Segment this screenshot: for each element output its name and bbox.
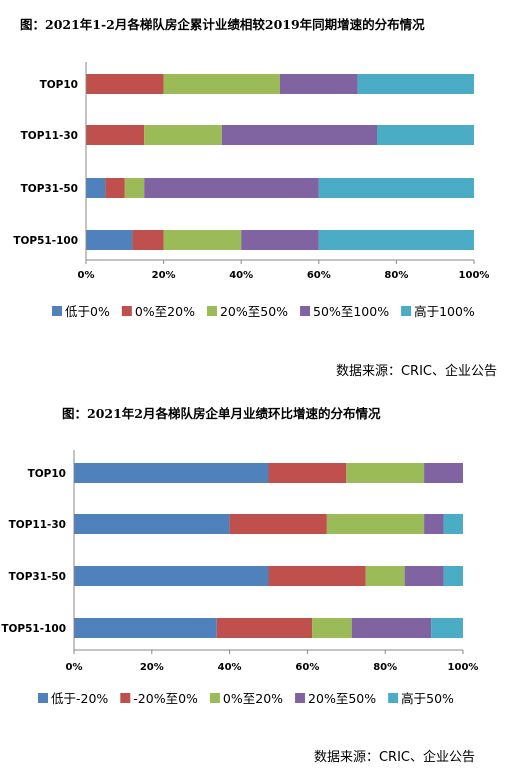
bar-segment-2-top31-50-3 bbox=[365, 566, 405, 586]
bar-segment-1-top10-2 bbox=[86, 74, 164, 94]
legend-swatch bbox=[388, 693, 399, 703]
legend-swatch bbox=[121, 306, 132, 316]
bar-segment-1-top51-100-4 bbox=[241, 230, 319, 250]
legend-label: 50%至100% bbox=[313, 304, 389, 319]
legend-label: 高于100% bbox=[414, 304, 475, 319]
category-label: TOP11-30 bbox=[9, 519, 66, 531]
bar-segment-1-top31-50-3 bbox=[124, 178, 145, 198]
bar-segment-1-top51-100-1 bbox=[86, 230, 133, 250]
legend-label: 低于0% bbox=[65, 304, 110, 319]
x-tick-label: 60% bbox=[307, 270, 331, 281]
x-tick-label: 100% bbox=[448, 662, 479, 673]
legend-label: 低于-20% bbox=[51, 691, 108, 706]
x-tick-label: 60% bbox=[295, 662, 319, 673]
bar-segment-2-top10-1 bbox=[74, 463, 269, 483]
chart-1: TOP10 TOP11-30 TOP31-50 TOP51-100 0% 20% 40% 60… bbox=[13, 62, 490, 319]
bar-segment-2-top10-2 bbox=[268, 463, 347, 483]
bar-segment-2-top51-100-5 bbox=[431, 618, 463, 638]
bar-segment-1-top51-100-5 bbox=[318, 230, 474, 250]
bar-segment-2-top51-100-1 bbox=[74, 618, 217, 638]
legend-label: 0%至20% bbox=[135, 304, 195, 319]
chart-1-title: 图：2021年1-2月各梯队房企累计业绩相较2019年同期增速的分布情况 bbox=[20, 17, 425, 32]
bar-segment-2-top51-100-2 bbox=[216, 618, 313, 638]
x-tick-label: 100% bbox=[459, 270, 490, 281]
legend-label: 高于50% bbox=[401, 691, 454, 706]
bar-segment-2-top51-100-4 bbox=[351, 618, 432, 638]
bar-segment-2-top11-30-5 bbox=[443, 514, 463, 534]
chart-2-source: 数据来源：CRIC、企业公告 bbox=[313, 750, 475, 765]
bar-segment-2-top11-30-2 bbox=[229, 514, 327, 534]
x-tick-label: 40% bbox=[229, 270, 253, 281]
bar-segment-1-top31-50-4 bbox=[144, 178, 319, 198]
legend-label: 0%至20% bbox=[223, 691, 283, 706]
legend-label: 20%至50% bbox=[308, 691, 376, 706]
bar-segment-2-top31-50-5 bbox=[443, 566, 463, 586]
chart-2-title: 图：2021年2月各梯队房企单月业绩环比增速的分布情况 bbox=[62, 406, 381, 421]
bar-segment-1-top11-30-5 bbox=[377, 125, 474, 145]
legend-label: -20%至0% bbox=[133, 691, 198, 706]
bar-segment-2-top31-50-4 bbox=[404, 566, 444, 586]
chart-2: TOP10 TOP11-30 TOP31-50 TOP51-100 0% 20% 40% 60… bbox=[1, 450, 479, 706]
bar-segment-1-top11-30-2 bbox=[86, 125, 145, 145]
bar-segment-1-top11-30-4 bbox=[221, 125, 377, 145]
bar-segment-1-top10-3 bbox=[163, 74, 280, 94]
chart-1-source: 数据来源：CRIC、企业公告 bbox=[335, 364, 497, 379]
legend-swatch bbox=[38, 693, 48, 703]
bar-segment-2-top31-50-2 bbox=[268, 566, 366, 586]
bar-segment-1-top10-4 bbox=[280, 74, 358, 94]
bar-segment-1-top11-30-3 bbox=[144, 125, 222, 145]
bar-segment-2-top31-50-1 bbox=[74, 566, 269, 586]
bar-segment-2-top11-30-3 bbox=[326, 514, 425, 534]
category-label: TOP11-30 bbox=[21, 130, 78, 142]
x-tick-label: 20% bbox=[140, 662, 164, 673]
category-label: TOP51-100 bbox=[13, 235, 78, 247]
bar-segment-1-top51-100-3 bbox=[163, 230, 242, 250]
category-label: TOP10 bbox=[40, 79, 78, 91]
bar-segment-1-top31-50-1 bbox=[86, 178, 106, 198]
category-label: TOP31-50 bbox=[9, 571, 66, 583]
legend-swatch bbox=[120, 693, 131, 703]
legend-swatch bbox=[300, 306, 311, 316]
bar-segment-1-top31-50-2 bbox=[105, 178, 125, 198]
category-label: TOP51-100 bbox=[1, 623, 66, 635]
legend-swatch bbox=[206, 306, 217, 316]
legend-swatch bbox=[209, 693, 220, 703]
x-tick-label: 40% bbox=[218, 662, 242, 673]
bar-segment-2-top11-30-4 bbox=[424, 514, 444, 534]
legend-swatch bbox=[52, 306, 62, 316]
x-tick-label: 0% bbox=[66, 662, 83, 673]
bar-segment-2-top51-100-3 bbox=[312, 618, 352, 638]
x-tick-label: 80% bbox=[384, 270, 408, 281]
bar-segment-2-top11-30-1 bbox=[74, 514, 230, 534]
x-tick-label: 0% bbox=[78, 270, 95, 281]
legend-label: 20%至50% bbox=[220, 304, 288, 319]
x-tick-label: 80% bbox=[373, 662, 397, 673]
category-label: TOP10 bbox=[28, 468, 66, 480]
category-label: TOP31-50 bbox=[21, 183, 78, 195]
legend-swatch bbox=[401, 306, 412, 316]
bar-segment-1-top31-50-5 bbox=[318, 178, 474, 198]
x-tick-label: 20% bbox=[152, 270, 176, 281]
bar-segment-2-top10-4 bbox=[424, 463, 463, 483]
bar-segment-1-top10-5 bbox=[357, 74, 474, 94]
bar-segment-1-top51-100-2 bbox=[132, 230, 164, 250]
legend-swatch bbox=[295, 693, 306, 703]
bar-segment-2-top10-3 bbox=[346, 463, 425, 483]
